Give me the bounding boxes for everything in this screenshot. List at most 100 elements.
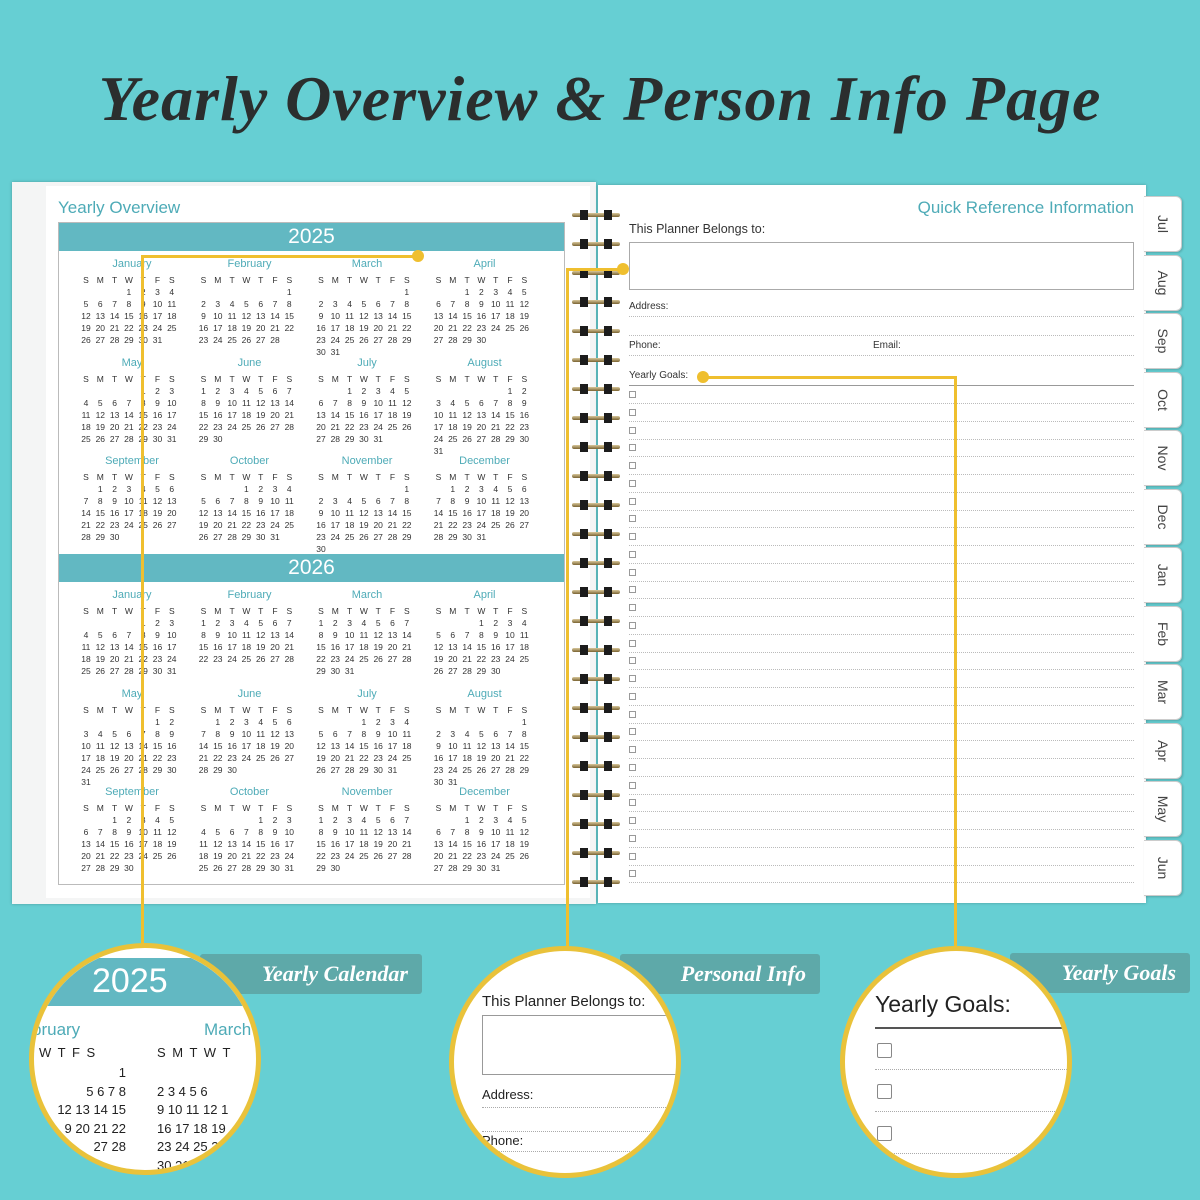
day-number: 20 — [490, 752, 501, 763]
day-number: 30 — [152, 666, 163, 676]
day-number: 21 — [448, 323, 458, 333]
day-number: 27 — [109, 433, 120, 444]
day-number: 28 — [109, 335, 120, 345]
goal-checkbox[interactable] — [629, 781, 636, 789]
tab-jul[interactable]: Jul — [1144, 196, 1182, 252]
day-number: 13 — [433, 311, 444, 321]
goal-checkbox[interactable] — [629, 870, 636, 878]
day-number: 15 — [344, 409, 355, 420]
day-number: 21 — [402, 839, 412, 849]
month-tabs: Jul Aug Sep Oct Nov Dec Jan Feb Mar Apr May Jun — [1144, 188, 1184, 898]
day-number: 7 — [97, 827, 103, 837]
day-number: 17 — [433, 421, 444, 432]
goal-checkbox[interactable] — [629, 763, 636, 771]
day-number: 21 — [227, 520, 237, 530]
weekday-header: T — [111, 704, 118, 715]
day-number: 17 — [344, 642, 355, 652]
day-number: 19 — [255, 642, 266, 652]
tab-jun[interactable]: Jun — [1144, 839, 1182, 896]
goal-checkbox[interactable] — [629, 799, 636, 807]
day-number: 2 — [332, 815, 338, 825]
owner-name-box[interactable] — [629, 242, 1134, 290]
day-number: 23 — [316, 532, 326, 542]
goal-checkbox[interactable] — [629, 621, 636, 629]
tab-feb[interactable]: Feb — [1144, 605, 1182, 662]
tab-apr[interactable]: Apr — [1144, 722, 1182, 779]
day-number: 4 — [347, 496, 352, 506]
weekday-header: T — [493, 704, 499, 715]
tab-dec[interactable]: Dec — [1144, 488, 1182, 545]
day-number: 2 — [493, 618, 499, 628]
day-number: 21 — [284, 409, 295, 420]
day-number: 26 — [198, 532, 209, 542]
goal-checkbox[interactable] — [629, 479, 636, 487]
day-number: 27 — [95, 335, 106, 345]
goal-checkbox[interactable] — [629, 568, 636, 576]
day-number: 29 — [124, 335, 134, 345]
spiral-ring-icon — [572, 819, 620, 829]
tab-mar[interactable]: Mar — [1144, 664, 1182, 720]
goal-checkbox[interactable] — [629, 639, 636, 647]
day-number: 19 — [476, 752, 487, 763]
goal-checkbox[interactable] — [629, 391, 636, 398]
day-number: 27 — [284, 752, 295, 763]
goal-line — [629, 474, 1134, 475]
goal-checkbox[interactable] — [629, 852, 636, 860]
day-number: 23 — [316, 335, 326, 345]
day-number: 22 — [95, 520, 106, 530]
spiral-ring-icon — [572, 790, 620, 800]
day-number: 28 — [433, 532, 444, 542]
goal-checkbox[interactable] — [629, 550, 636, 558]
day-number: 15 — [359, 740, 369, 751]
day-number: 27 — [387, 851, 398, 861]
goal-checkbox[interactable] — [629, 426, 636, 434]
day-number: 26 — [505, 520, 515, 530]
tab-sep[interactable]: Sep — [1144, 313, 1182, 369]
goal-checkbox[interactable] — [629, 533, 636, 540]
tab-jan[interactable]: Jan — [1144, 547, 1182, 603]
goal-checkbox[interactable] — [629, 462, 636, 469]
goal-checkbox[interactable] — [629, 834, 636, 842]
weekday-header: T — [346, 803, 353, 813]
day-number: 25 — [462, 764, 472, 775]
goal-checkbox[interactable] — [629, 728, 636, 736]
goal-checkbox[interactable] — [629, 675, 636, 682]
goal-checkbox[interactable] — [629, 604, 636, 611]
day-number: 23 — [476, 851, 487, 861]
goal-line — [629, 580, 1134, 582]
day-number: 22 — [505, 421, 515, 432]
tab-may[interactable]: May — [1144, 781, 1182, 837]
tab-nov[interactable]: Nov — [1144, 430, 1182, 486]
goal-checkbox[interactable] — [629, 710, 636, 718]
weekday-header: W — [477, 373, 486, 384]
checkbox-icon — [877, 1126, 892, 1141]
goal-checkbox[interactable] — [629, 515, 636, 523]
tab-aug[interactable]: Aug — [1144, 254, 1182, 311]
goal-checkbox[interactable] — [629, 497, 636, 505]
day-number: 9 — [155, 397, 160, 408]
day-number: 20 — [81, 851, 91, 861]
tab-oct[interactable]: Oct — [1144, 371, 1182, 428]
day-number: 7 — [404, 618, 410, 628]
day-number: 13 — [213, 508, 223, 518]
checkbox-icon — [877, 1084, 892, 1099]
day-number: 26 — [433, 666, 444, 676]
goal-line — [629, 491, 1134, 493]
day-number: 19 — [519, 311, 530, 321]
day-number: 5 — [112, 728, 117, 739]
goal-checkbox[interactable] — [629, 586, 636, 594]
goal-checkbox[interactable] — [629, 746, 636, 753]
goal-checkbox[interactable] — [629, 692, 636, 700]
day-number: 14 — [448, 839, 458, 849]
day-number: 27 — [476, 433, 487, 444]
goal-checkbox[interactable] — [629, 408, 636, 416]
goal-checkbox[interactable] — [629, 444, 636, 452]
goal-checkbox[interactable] — [629, 817, 636, 824]
weekday-header: F — [272, 704, 278, 715]
day-number: 12 — [462, 409, 472, 420]
day-number: 18 — [505, 311, 515, 321]
day-number: 3 — [332, 496, 338, 506]
goal-checkbox[interactable] — [629, 657, 636, 665]
day-number: 15 — [109, 839, 120, 849]
day-number: 4 — [83, 397, 89, 408]
